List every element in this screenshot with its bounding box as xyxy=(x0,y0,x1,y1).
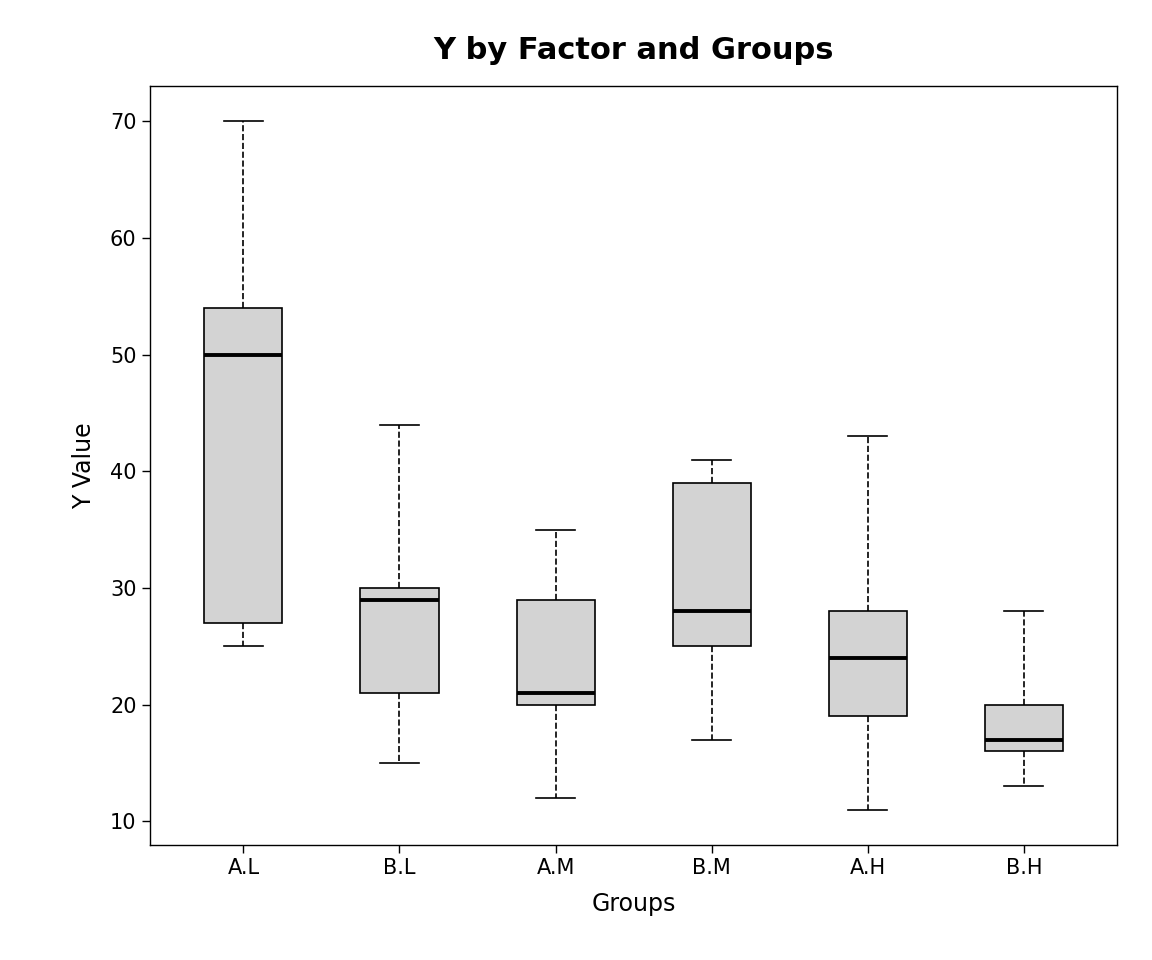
PathPatch shape xyxy=(361,588,439,693)
PathPatch shape xyxy=(204,308,282,623)
PathPatch shape xyxy=(673,483,751,646)
PathPatch shape xyxy=(985,705,1063,752)
Title: Y by Factor and Groups: Y by Factor and Groups xyxy=(433,36,834,64)
X-axis label: Groups: Groups xyxy=(591,892,676,916)
PathPatch shape xyxy=(516,600,594,705)
PathPatch shape xyxy=(828,612,907,716)
Y-axis label: Y Value: Y Value xyxy=(73,422,96,509)
